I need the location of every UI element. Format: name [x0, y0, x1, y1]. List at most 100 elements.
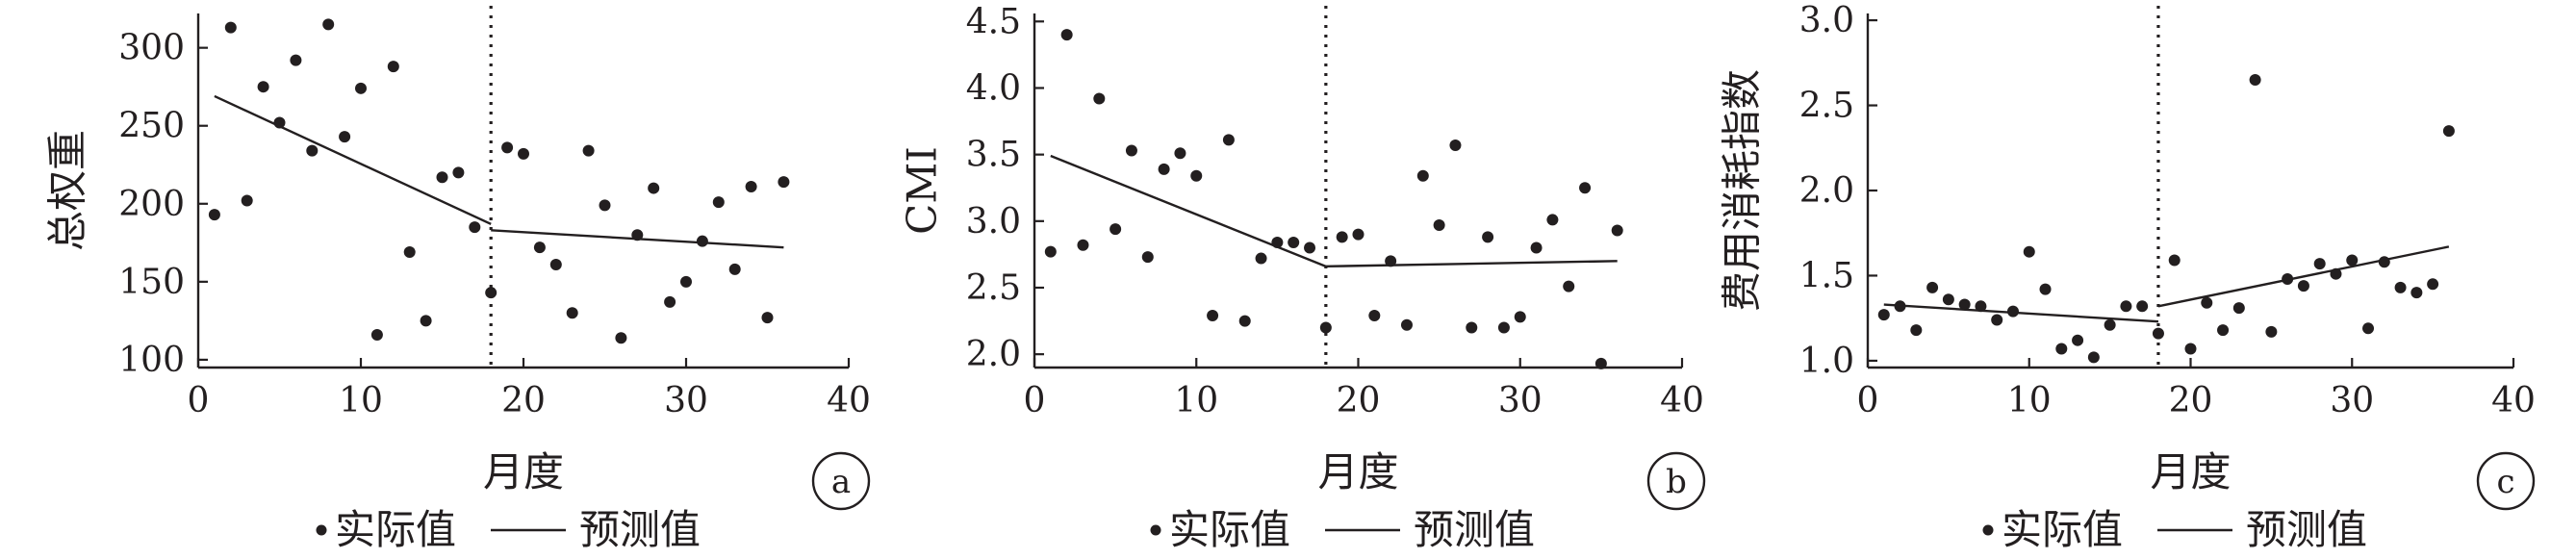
predicted-line: [1325, 260, 1618, 268]
x-tick-label: 0: [1857, 381, 1879, 420]
data-point: [1336, 231, 1348, 243]
y-tick-label: 100: [118, 341, 185, 380]
data-point: [1482, 231, 1494, 243]
data-point: [1991, 314, 2003, 326]
data-point: [387, 61, 399, 73]
data-point: [2346, 254, 2359, 267]
data-point: [582, 144, 595, 157]
data-point: [2168, 254, 2181, 267]
y-tick-label: 2.5: [966, 268, 1021, 308]
y-tick-label: 200: [118, 185, 185, 224]
x-tick-label: 10: [1174, 381, 1218, 420]
legend-actual-label: 实际值: [2002, 506, 2123, 553]
data-point: [533, 241, 546, 254]
legend-predicted-label: 预测值: [2246, 506, 2367, 553]
data-point: [778, 176, 790, 189]
data-point: [403, 246, 416, 259]
x-tick-label: 40: [1660, 381, 1704, 420]
data-point: [1044, 245, 1057, 258]
y-tick-label: 3.0: [966, 202, 1021, 241]
data-point: [648, 182, 660, 194]
x-tick-label: 20: [501, 381, 546, 420]
data-point: [1433, 218, 1445, 231]
data-point: [1368, 310, 1381, 322]
data-point: [1894, 300, 1906, 313]
data-point: [1125, 144, 1137, 157]
data-point: [1563, 280, 1575, 292]
data-point: [2201, 296, 2213, 309]
y-tick-label: 2.0: [966, 335, 1021, 374]
x-tick-label: 30: [1498, 381, 1543, 420]
data-point: [599, 199, 611, 212]
x-tick-label: 30: [2330, 381, 2374, 420]
data-point: [2330, 267, 2342, 280]
data-point: [2297, 280, 2309, 292]
y-tick-label: 3.0: [1799, 1, 1854, 40]
data-point: [485, 287, 497, 299]
x-tick-label: 30: [664, 381, 708, 420]
legend-predicted-label: 预测值: [579, 506, 701, 553]
y-tick-label: 250: [118, 107, 185, 146]
y-tick-label: 4.0: [966, 68, 1021, 108]
data-point: [241, 194, 253, 207]
y-tick-label: 2.0: [1799, 171, 1854, 211]
data-point: [1304, 241, 1316, 254]
y-axis-title: 费用消耗指数: [1719, 69, 1766, 312]
data-point: [1141, 251, 1154, 264]
data-point: [339, 131, 351, 143]
data-point: [501, 141, 514, 154]
data-point: [680, 275, 692, 288]
data-point: [664, 295, 676, 308]
legend-predicted-label: 预测值: [1414, 506, 1535, 553]
x-axis-title: 月度: [2150, 448, 2231, 495]
data-point: [1077, 239, 1089, 251]
data-point: [2072, 334, 2084, 346]
predicted-line: [1883, 303, 2159, 323]
data-point: [1109, 223, 1122, 236]
data-point: [1158, 163, 1170, 175]
data-point: [1271, 236, 1284, 248]
data-point: [1319, 321, 1332, 334]
y-tick-label: 1.0: [1799, 342, 1854, 381]
data-point: [1579, 182, 1592, 194]
data-point: [2249, 74, 2261, 86]
data-point: [1174, 147, 1186, 160]
data-point: [290, 54, 302, 66]
x-tick-label: 0: [1024, 381, 1046, 420]
panel-label-circle: [2476, 451, 2536, 511]
data-point: [1958, 298, 1971, 311]
data-point: [322, 18, 335, 31]
data-point: [1255, 252, 1267, 265]
data-point: [1060, 29, 1073, 41]
data-point: [2265, 325, 2278, 338]
data-point: [1926, 281, 1939, 293]
y-tick-label: 150: [118, 263, 185, 302]
data-point: [1352, 228, 1365, 241]
y-axis-title: CMI: [899, 146, 946, 235]
data-point: [2055, 343, 2068, 355]
x-tick-label: 40: [827, 381, 871, 420]
data-point: [1400, 318, 1413, 331]
legend-point-marker: [1150, 524, 1161, 536]
legend: 实际值 预测值: [1982, 506, 2367, 553]
data-point: [273, 116, 286, 129]
data-point: [2394, 281, 2407, 293]
x-axis-title: 月度: [483, 448, 564, 495]
chart-panel-a: 100 150 200 250 300 0 10 20 30 40 月度 总权重 a 实际值 预测值: [44, 6, 871, 553]
data-point: [2023, 245, 2035, 258]
predicted-line: [214, 94, 492, 225]
x-tick-label: 40: [2491, 381, 2536, 420]
y-tick-label: 1.5: [1799, 256, 1854, 295]
data-point: [728, 263, 741, 275]
data-point: [1877, 309, 1890, 321]
data-point: [1466, 321, 1478, 334]
predicted-line: [2157, 245, 2450, 308]
predicted-line: [1050, 154, 1327, 267]
data-point: [370, 328, 383, 341]
y-tick-label: 300: [118, 29, 185, 68]
data-point: [518, 147, 529, 160]
panel-label: b: [1666, 463, 1687, 501]
data-point: [2087, 351, 2100, 364]
data-point: [566, 307, 578, 319]
